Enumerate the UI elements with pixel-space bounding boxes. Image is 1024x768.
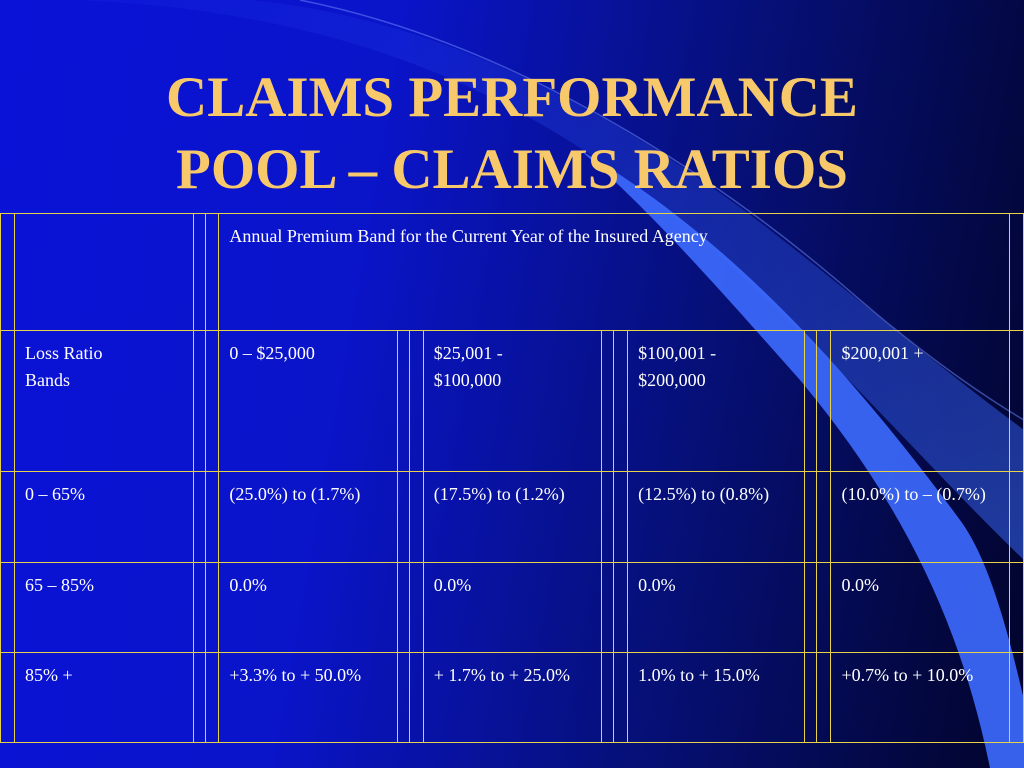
table-cell	[816, 562, 832, 653]
claims-ratio-table: Annual Premium Band for the Current Year…	[0, 213, 1024, 743]
table-cell	[396, 652, 410, 743]
corner-label: Loss Ratio Bands	[14, 330, 195, 472]
table-row: 65 – 85% 0.0% 0.0% 0.0% 0.0%	[0, 562, 1024, 653]
ratio-value: +3.3% to + 50.0%	[218, 652, 398, 743]
slide-title: CLAIMS PERFORMANCE POOL – CLAIMS RATIOS	[0, 62, 1024, 206]
premium-band: $200,001 +	[830, 330, 1010, 472]
table-cell	[14, 213, 195, 331]
table-cell	[193, 330, 207, 472]
ratio-value: 0.0%	[218, 562, 398, 653]
table-cell	[804, 471, 818, 563]
loss-ratio-band: 85% +	[14, 652, 195, 743]
table-cell	[1008, 562, 1024, 653]
table-cell	[193, 213, 207, 331]
table-cell	[205, 213, 220, 331]
table-cell	[1008, 652, 1024, 743]
table-cell	[601, 471, 615, 563]
ratio-value: 1.0% to + 15.0%	[627, 652, 806, 743]
table-cell	[1008, 213, 1024, 331]
table-cell	[613, 330, 629, 472]
loss-ratio-band: 65 – 85%	[14, 562, 195, 653]
table-cell	[396, 330, 410, 472]
table-row: 0 – 65% (25.0%) to (1.7%) (17.5%) to (1.…	[0, 471, 1024, 563]
table-cell	[804, 562, 818, 653]
table-cell	[601, 330, 615, 472]
table-cell	[205, 471, 220, 563]
table-cell	[408, 652, 424, 743]
table-cell	[408, 330, 424, 472]
table-cell	[601, 562, 615, 653]
table-cell	[193, 652, 207, 743]
table-cell	[193, 471, 207, 563]
ratio-value: (12.5%) to (0.8%)	[627, 471, 806, 563]
table-cell	[396, 471, 410, 563]
table-cell	[816, 652, 832, 743]
premium-band-header: Annual Premium Band for the Current Year…	[218, 213, 1010, 331]
table-cell	[205, 330, 220, 472]
table-cell	[816, 471, 832, 563]
table-cell	[0, 652, 16, 743]
table-cell	[816, 330, 832, 472]
title-line-1: CLAIMS PERFORMANCE	[166, 66, 858, 129]
loss-ratio-band: 0 – 65%	[14, 471, 195, 563]
table-cell	[0, 471, 16, 563]
table-cell	[408, 562, 424, 653]
table-cell	[0, 330, 16, 472]
table-cell	[601, 652, 615, 743]
ratio-value: 0.0%	[422, 562, 603, 653]
table-cell	[408, 471, 424, 563]
table-cell	[613, 471, 629, 563]
table-cell	[193, 562, 207, 653]
title-line-2: POOL – CLAIMS RATIOS	[176, 138, 848, 201]
table-cell	[0, 562, 16, 653]
premium-band: 0 – $25,000	[218, 330, 398, 472]
premium-band: $100,001 - $200,000	[627, 330, 806, 472]
table-cell	[804, 330, 818, 472]
header-row: Annual Premium Band for the Current Year…	[0, 213, 1024, 331]
table-cell	[804, 652, 818, 743]
table-cell	[1008, 330, 1024, 472]
table-cell	[396, 562, 410, 653]
table-cell	[1008, 471, 1024, 563]
table-cell	[0, 213, 16, 331]
table-cell	[205, 652, 220, 743]
table-cell	[613, 652, 629, 743]
ratio-value: 0.0%	[627, 562, 806, 653]
table-cell	[205, 562, 220, 653]
premium-band: $25,001 - $100,000	[422, 330, 603, 472]
ratio-value: (17.5%) to (1.2%)	[422, 471, 603, 563]
ratio-value: 0.0%	[830, 562, 1010, 653]
band-row: Loss Ratio Bands 0 – $25,000 $25,001 - $…	[0, 330, 1024, 472]
ratio-value: (25.0%) to (1.7%)	[218, 471, 398, 563]
table-cell	[613, 562, 629, 653]
ratio-value: + 1.7% to + 25.0%	[422, 652, 603, 743]
ratio-value: (10.0%) to – (0.7%)	[830, 471, 1010, 563]
ratio-value: +0.7% to + 10.0%	[830, 652, 1010, 743]
table-row: 85% + +3.3% to + 50.0% + 1.7% to + 25.0%…	[0, 652, 1024, 743]
